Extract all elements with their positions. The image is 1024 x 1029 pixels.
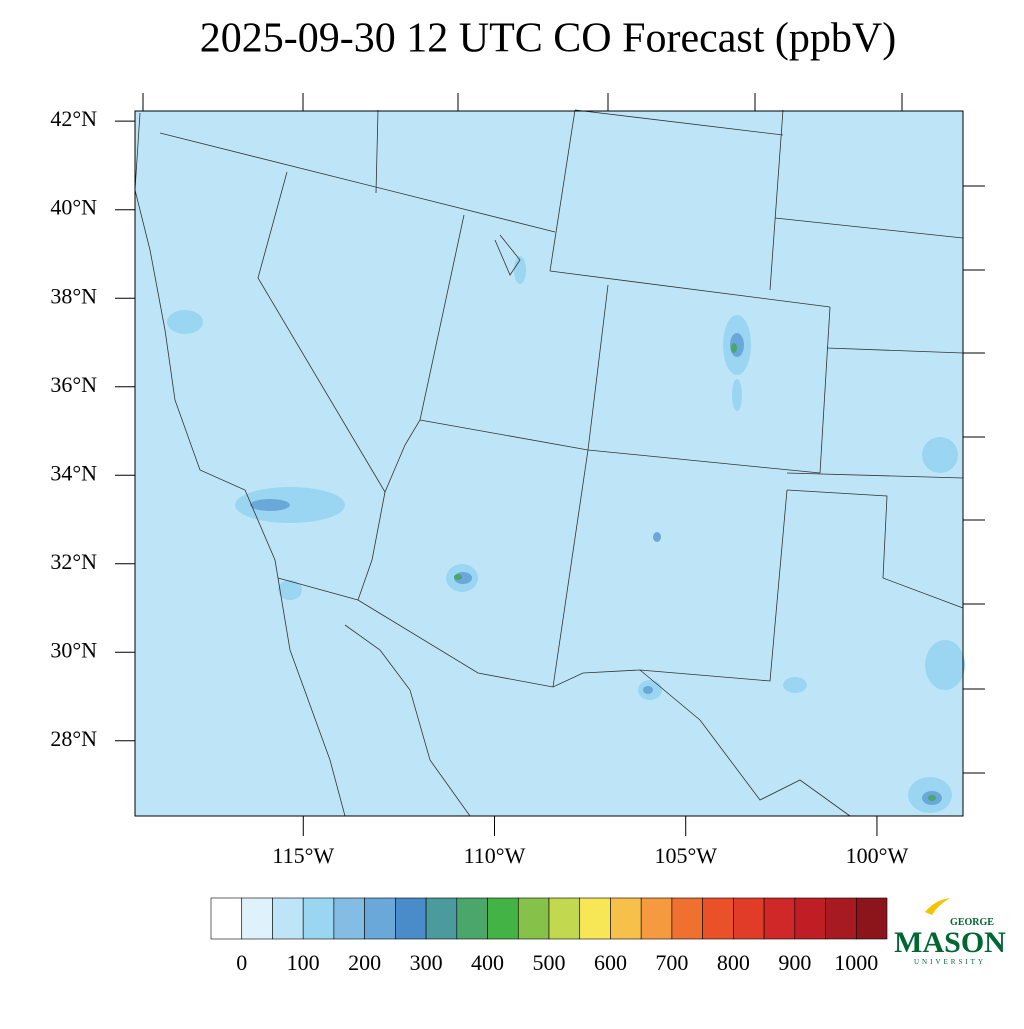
- x-tick-label: 100°W: [846, 843, 909, 868]
- colorbar-box: [302, 897, 335, 940]
- logo-bottom: UNIVERSITY: [914, 958, 986, 966]
- map: [134, 93, 985, 817]
- y-tick-label: 32°N: [50, 549, 97, 574]
- map-background: [135, 111, 963, 816]
- colorbar-box: [425, 897, 458, 940]
- colorbar-label: 500: [533, 950, 566, 975]
- colorbar-box: [487, 897, 519, 940]
- colorbar-box: [210, 897, 243, 940]
- colorbar-box: [825, 897, 857, 940]
- y-tick-label: 40°N: [50, 195, 97, 220]
- colorbar-label: 400: [471, 950, 504, 975]
- colorbar-box: [241, 897, 273, 940]
- colorbar-box: [548, 897, 581, 940]
- colorbar-label: 800: [717, 950, 750, 975]
- colorbar-box: [456, 897, 488, 940]
- co-peaks: [454, 343, 936, 801]
- colorbar-box: [610, 897, 642, 940]
- colorbar-label: 0: [236, 950, 247, 975]
- colorbar-label: 600: [594, 950, 627, 975]
- y-tick-label: 36°N: [50, 372, 97, 397]
- colorbar-label: 300: [410, 950, 443, 975]
- co-hotspots: [250, 333, 942, 805]
- colorbar-box: [671, 897, 703, 940]
- colorbar-box: [364, 897, 396, 940]
- y-tick-label: 28°N: [50, 726, 97, 751]
- colorbar-label: 1000: [834, 950, 878, 975]
- colorbar-box: [763, 897, 796, 940]
- colorbar-box: [794, 897, 826, 940]
- map-frame: [134, 110, 964, 817]
- colorbar-box: [855, 897, 888, 940]
- y-tick-label: 30°N: [50, 637, 97, 662]
- x-tick-label: 110°W: [464, 843, 526, 868]
- colorbar-label: 900: [778, 950, 811, 975]
- colorbar-box: [333, 897, 365, 940]
- colorbar-label: 700: [655, 950, 688, 975]
- y-tick-label: 42°N: [50, 106, 97, 131]
- colorbar-box: [272, 897, 304, 940]
- y-tick-label: 34°N: [50, 460, 97, 485]
- x-tick-label: 115°W: [272, 843, 334, 868]
- logo-top: GEORGE: [950, 917, 994, 928]
- frame-ticks: [142, 93, 985, 774]
- colorbar-box: [517, 897, 550, 940]
- colorbar-box: [733, 897, 765, 940]
- boundaries: [134, 109, 964, 817]
- colorbar-box: [640, 897, 673, 940]
- chart-title: 2025-09-30 12 UTC CO Forecast (ppbV): [200, 16, 896, 62]
- colorbar-box: [579, 897, 611, 940]
- y-tick-label: 38°N: [50, 283, 97, 308]
- logo: GEORGE MASON UNIVERSITY: [894, 898, 1006, 966]
- colorbar-label: 100: [287, 950, 320, 975]
- logo-swoosh: [925, 898, 950, 915]
- x-tick-label: 105°W: [654, 843, 717, 868]
- colorbar-label: 200: [348, 950, 381, 975]
- logo-main: MASON: [894, 926, 1006, 959]
- colorbar-box: [702, 897, 734, 940]
- colorbar-box: [395, 897, 427, 940]
